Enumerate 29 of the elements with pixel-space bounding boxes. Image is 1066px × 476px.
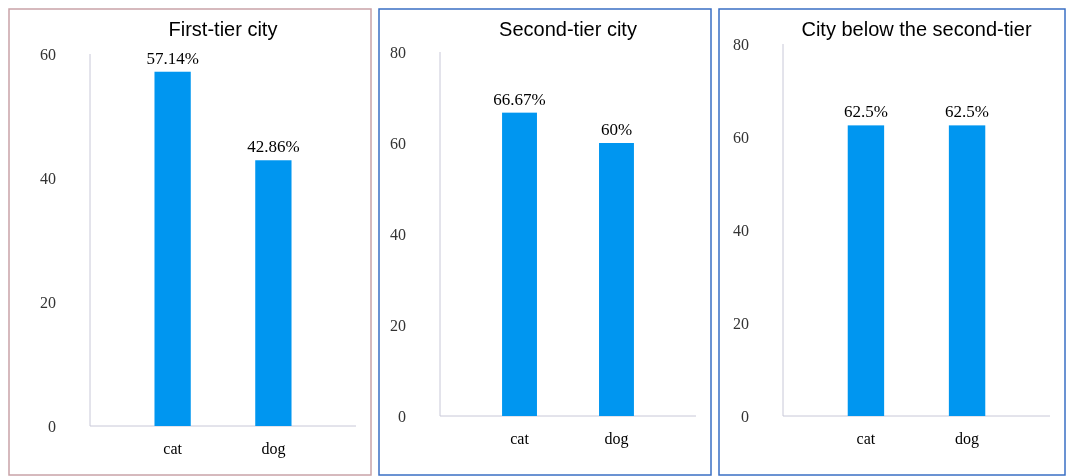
data-label: 57.14% — [146, 48, 199, 68]
y-tick-label: 20 — [40, 293, 56, 311]
data-label: 66.67% — [493, 89, 546, 109]
y-tick-label: 80 — [733, 35, 749, 53]
x-tick-label: dog — [604, 430, 629, 448]
y-tick-label: 40 — [40, 169, 56, 187]
data-label: 42.86% — [247, 137, 300, 157]
y-tick-label: 60 — [40, 45, 56, 63]
data-label: 60% — [600, 120, 633, 139]
chart-title: City below the second-tier — [801, 18, 1032, 40]
chart-title: Second-tier city — [499, 18, 637, 40]
chart-title: First-tier city — [168, 18, 278, 40]
x-tick-label: cat — [163, 440, 183, 457]
y-tick-label: 80 — [390, 43, 406, 61]
y-tick-label: 0 — [48, 417, 56, 435]
x-tick-label: dog — [261, 440, 286, 458]
y-tick-label: 60 — [733, 128, 749, 146]
y-tick-label: 20 — [733, 314, 749, 332]
y-tick-label: 40 — [733, 221, 749, 239]
y-tick-label: 0 — [398, 407, 406, 425]
y-tick-label: 60 — [390, 134, 406, 152]
x-tick-label: cat — [856, 430, 876, 447]
x-tick-label: dog — [955, 430, 980, 448]
y-tick-label: 0 — [741, 407, 749, 425]
data-label: 62.5% — [945, 102, 990, 122]
y-tick-label: 20 — [390, 316, 406, 334]
y-tick-label: 40 — [390, 225, 406, 243]
x-tick-label: cat — [510, 430, 530, 447]
data-label: 62.5% — [843, 102, 888, 122]
